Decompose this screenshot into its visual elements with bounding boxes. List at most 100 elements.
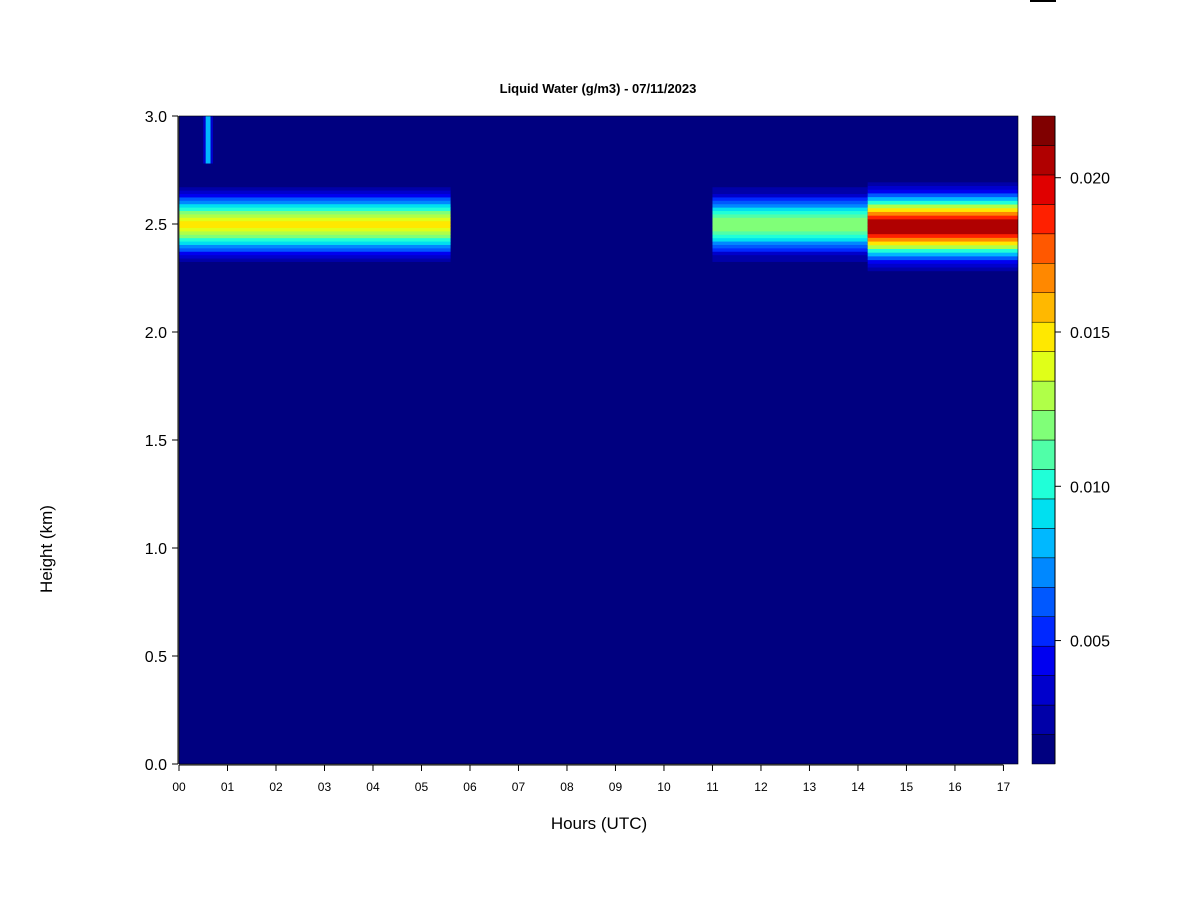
colorbar-segment xyxy=(1031,645,1056,676)
x-tick-label: 04 xyxy=(366,780,380,794)
cloud-layer-strip xyxy=(179,230,451,235)
cloud-layer-strip xyxy=(712,261,868,266)
cloud-layer-strip xyxy=(179,207,451,212)
y-tick-label: 3.0 xyxy=(145,109,167,126)
cloud-layer-strip xyxy=(867,259,1018,264)
cloud-layer-strip xyxy=(712,237,868,242)
colorbar-segment xyxy=(1031,292,1056,323)
cloud-layer-strip xyxy=(712,190,868,195)
colorbar-segment xyxy=(1031,351,1056,382)
x-tick-label: 03 xyxy=(318,780,332,794)
corner-mark xyxy=(1030,0,1056,2)
cloud-layer-strip xyxy=(867,255,1018,261)
cloud-layer-strip xyxy=(712,251,868,256)
cloud-layer-strip xyxy=(867,248,1018,253)
plot-area xyxy=(178,115,1019,765)
colorbar-segment xyxy=(1031,528,1056,559)
cloud-layer-strip xyxy=(179,244,451,249)
cloud-layer-strip xyxy=(712,220,868,225)
x-tick-label: 09 xyxy=(609,780,623,794)
cloud-layer-strip xyxy=(179,213,451,218)
cloud-layer-strip xyxy=(712,230,868,235)
cloud-layer-strip xyxy=(179,179,451,184)
cloud-layer-strip xyxy=(712,183,868,188)
cloud-layer-strip xyxy=(179,264,451,269)
x-tick-label: 13 xyxy=(803,780,817,794)
cloud-streak-strip xyxy=(203,116,207,164)
cloud-layer-strip xyxy=(712,203,868,208)
cloud-layer-strip xyxy=(179,183,451,188)
y-tick-label: 2.0 xyxy=(145,325,167,342)
colorbar-segment xyxy=(1031,380,1056,411)
cloud-layer-strip xyxy=(867,211,1018,216)
cloud-layer-strip xyxy=(867,270,1018,275)
cloud-layer-strip xyxy=(179,240,451,245)
cloud-layer-strip xyxy=(712,264,868,269)
cloud-layer-strip xyxy=(867,218,1018,224)
cloud-layer-strip xyxy=(179,251,451,256)
colorbar-tick-label: 0.015 xyxy=(1070,325,1110,342)
cloud-layer-strip xyxy=(712,196,868,201)
cloud-layer-strip xyxy=(179,268,451,273)
cloud-layer-strip xyxy=(179,261,451,266)
cloud-layer-strip xyxy=(712,254,868,259)
colorbar-segment xyxy=(1031,204,1056,235)
cloud-layer-strip xyxy=(712,210,868,215)
colorbar-segment xyxy=(1031,115,1056,146)
colorbar-segment xyxy=(1031,675,1056,706)
cloud-layer-strip xyxy=(867,222,1018,227)
cloud-layer xyxy=(179,176,451,273)
cloud-layer-strip xyxy=(712,240,868,245)
cloud-layer-strip xyxy=(179,247,451,252)
colorbar-segment xyxy=(1031,439,1056,470)
cloud-layer-strip xyxy=(712,247,868,252)
cloud-layer-strip xyxy=(712,179,868,184)
cloud-layer-strip xyxy=(179,234,451,239)
cloud-layer-strip xyxy=(179,220,451,225)
x-tick-label: 05 xyxy=(415,780,429,794)
cloud-layer-strip xyxy=(179,257,451,262)
cloud-layer-strip xyxy=(867,229,1018,235)
x-tick-label: 06 xyxy=(463,780,477,794)
cloud-layer-strip xyxy=(179,200,451,205)
x-tick-label: 08 xyxy=(560,780,574,794)
cloud-layer-strip xyxy=(179,190,451,195)
cloud-layer-strip xyxy=(712,244,868,249)
cloud-layer-strip xyxy=(179,210,451,215)
cloud-layer-strip xyxy=(712,207,868,212)
cloud-layer-strip xyxy=(712,193,868,198)
cloud-layer-strip xyxy=(867,189,1018,194)
cloud-layer-strip xyxy=(179,176,451,181)
colorbar-tick-label: 0.005 xyxy=(1070,634,1110,651)
x-tick-label: 07 xyxy=(512,780,526,794)
cloud-layer-strip xyxy=(179,227,451,232)
cloud-layer-strip xyxy=(867,200,1018,205)
cloud-layer-strip xyxy=(867,196,1018,201)
cloud-layer-strip xyxy=(867,185,1018,190)
y-axis-label: Height (km) xyxy=(37,505,56,593)
colorbar-tick-label: 0.020 xyxy=(1070,171,1110,188)
cloud-layer-strip xyxy=(179,196,451,201)
y-tick-label: 0.0 xyxy=(145,757,167,774)
cloud-streak-strip xyxy=(208,116,212,164)
cloud-layer-strip xyxy=(867,274,1018,279)
cloud-layer-strip xyxy=(867,263,1018,268)
colorbar: 0.005 0.010 0.015 0.020 xyxy=(1031,115,1110,765)
x-tick-label: 01 xyxy=(221,780,235,794)
cloud-layer-strip xyxy=(179,254,451,259)
axes: 0.0 0.5 1.0 1.5 2.0 2.5 3.0 00 01 02 03 04 05 06 07 08 0… xyxy=(145,109,1011,794)
cloud-layer-strip xyxy=(712,224,868,228)
chart-title: Liquid Water (g/m3) - 07/11/2023 xyxy=(500,81,697,96)
colorbar-segment xyxy=(1031,587,1056,617)
cloud-layer-strip xyxy=(867,203,1018,209)
cloud-layer-strip xyxy=(712,227,868,232)
colorbar-segment xyxy=(1031,233,1056,264)
colorbar-segment xyxy=(1031,174,1056,205)
x-tick-label: 15 xyxy=(900,780,914,794)
cloud-layer xyxy=(712,176,868,273)
y-tick-label: 0.5 xyxy=(145,649,167,666)
x-tick-label: 14 xyxy=(851,780,865,794)
cloud-streak-strip xyxy=(200,116,204,164)
cloud-layer-strip xyxy=(867,192,1018,198)
